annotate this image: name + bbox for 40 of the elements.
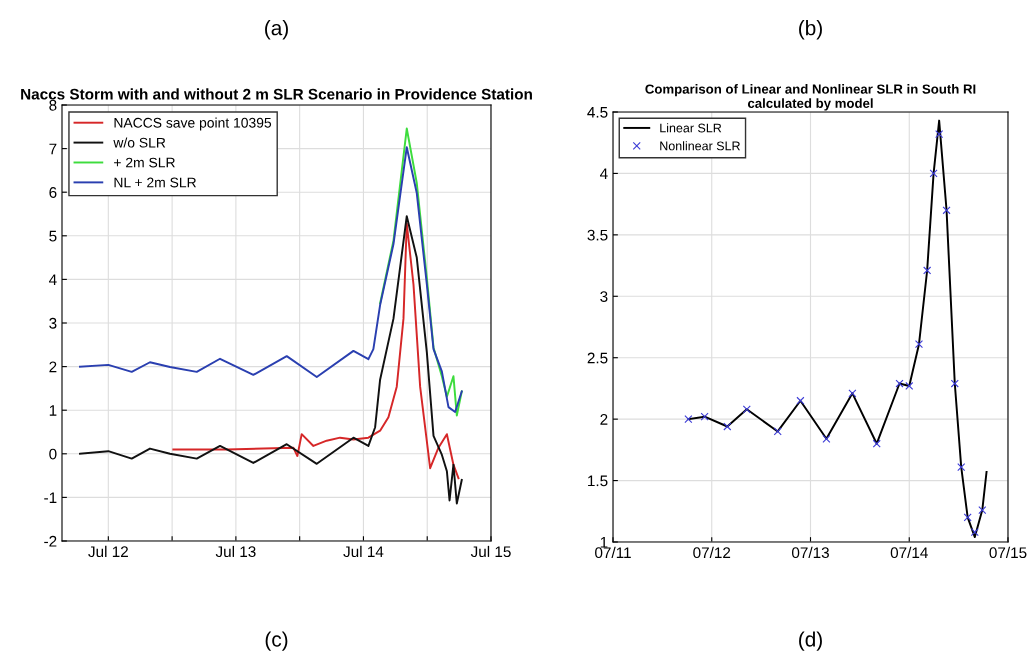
legend-label: NL + 2m SLR (114, 177, 196, 188)
x-tick-label: 07/13 (791, 546, 829, 559)
y-tick-label: 5 (49, 230, 57, 242)
chart-title: Naccs Storm with and without 2 m SLR Scenario in Providence Station (21, 88, 532, 100)
text: (b) (799, 20, 822, 40)
x-tick-label: Jul 15 (470, 545, 511, 558)
text: (a) (265, 20, 288, 40)
x-tick-label: Jul 13 (215, 545, 256, 558)
legend-label: Linear SLR (660, 123, 722, 133)
text: (d) (799, 631, 822, 651)
y-tick-label: 2.5 (587, 352, 608, 364)
y-tick-label: 8 (49, 99, 57, 111)
y-tick-label: 3 (600, 291, 608, 302)
legend-label: NACCS save point 10395 (114, 117, 272, 131)
y-tick-label: 3.5 (587, 229, 608, 241)
legend-label: + 2m SLR (114, 157, 175, 168)
y-tick-label: 0 (49, 448, 57, 460)
x-tick-label: Jul 12 (88, 545, 128, 558)
y-tick-label: 2 (600, 414, 608, 425)
x-tick-label: 07/14 (890, 546, 928, 559)
text: (c) (265, 631, 288, 651)
y-tick-label: 6 (49, 187, 57, 198)
y-tick-label: 7 (49, 143, 57, 155)
legend-label: w/o SLR (113, 137, 166, 148)
y-tick-label: 4.5 (587, 107, 608, 118)
y-tick-label: 1 (49, 405, 57, 416)
y-tick-label: 1 (600, 537, 608, 548)
y-tick-label: 3 (49, 317, 57, 329)
legend-label: Nonlinear SLR (660, 141, 740, 151)
y-tick-label: 2 (49, 361, 57, 373)
y-tick-label: -1 (44, 492, 57, 503)
x-tick-label: Jul 14 (343, 545, 384, 558)
y-tick-label: -2 (44, 535, 57, 547)
x-tick-label: 07/11 (595, 546, 631, 559)
y-tick-label: 4 (48, 274, 57, 285)
chart-title: Comparison of Linear and Nonlinear SLR in South RI calculated by model (645, 84, 976, 111)
y-tick-label: 4 (599, 168, 608, 179)
y-tick-label: 1.5 (588, 475, 608, 487)
x-tick-label: 07/15 (989, 546, 1027, 559)
x-tick-label: 07/12 (693, 546, 731, 559)
